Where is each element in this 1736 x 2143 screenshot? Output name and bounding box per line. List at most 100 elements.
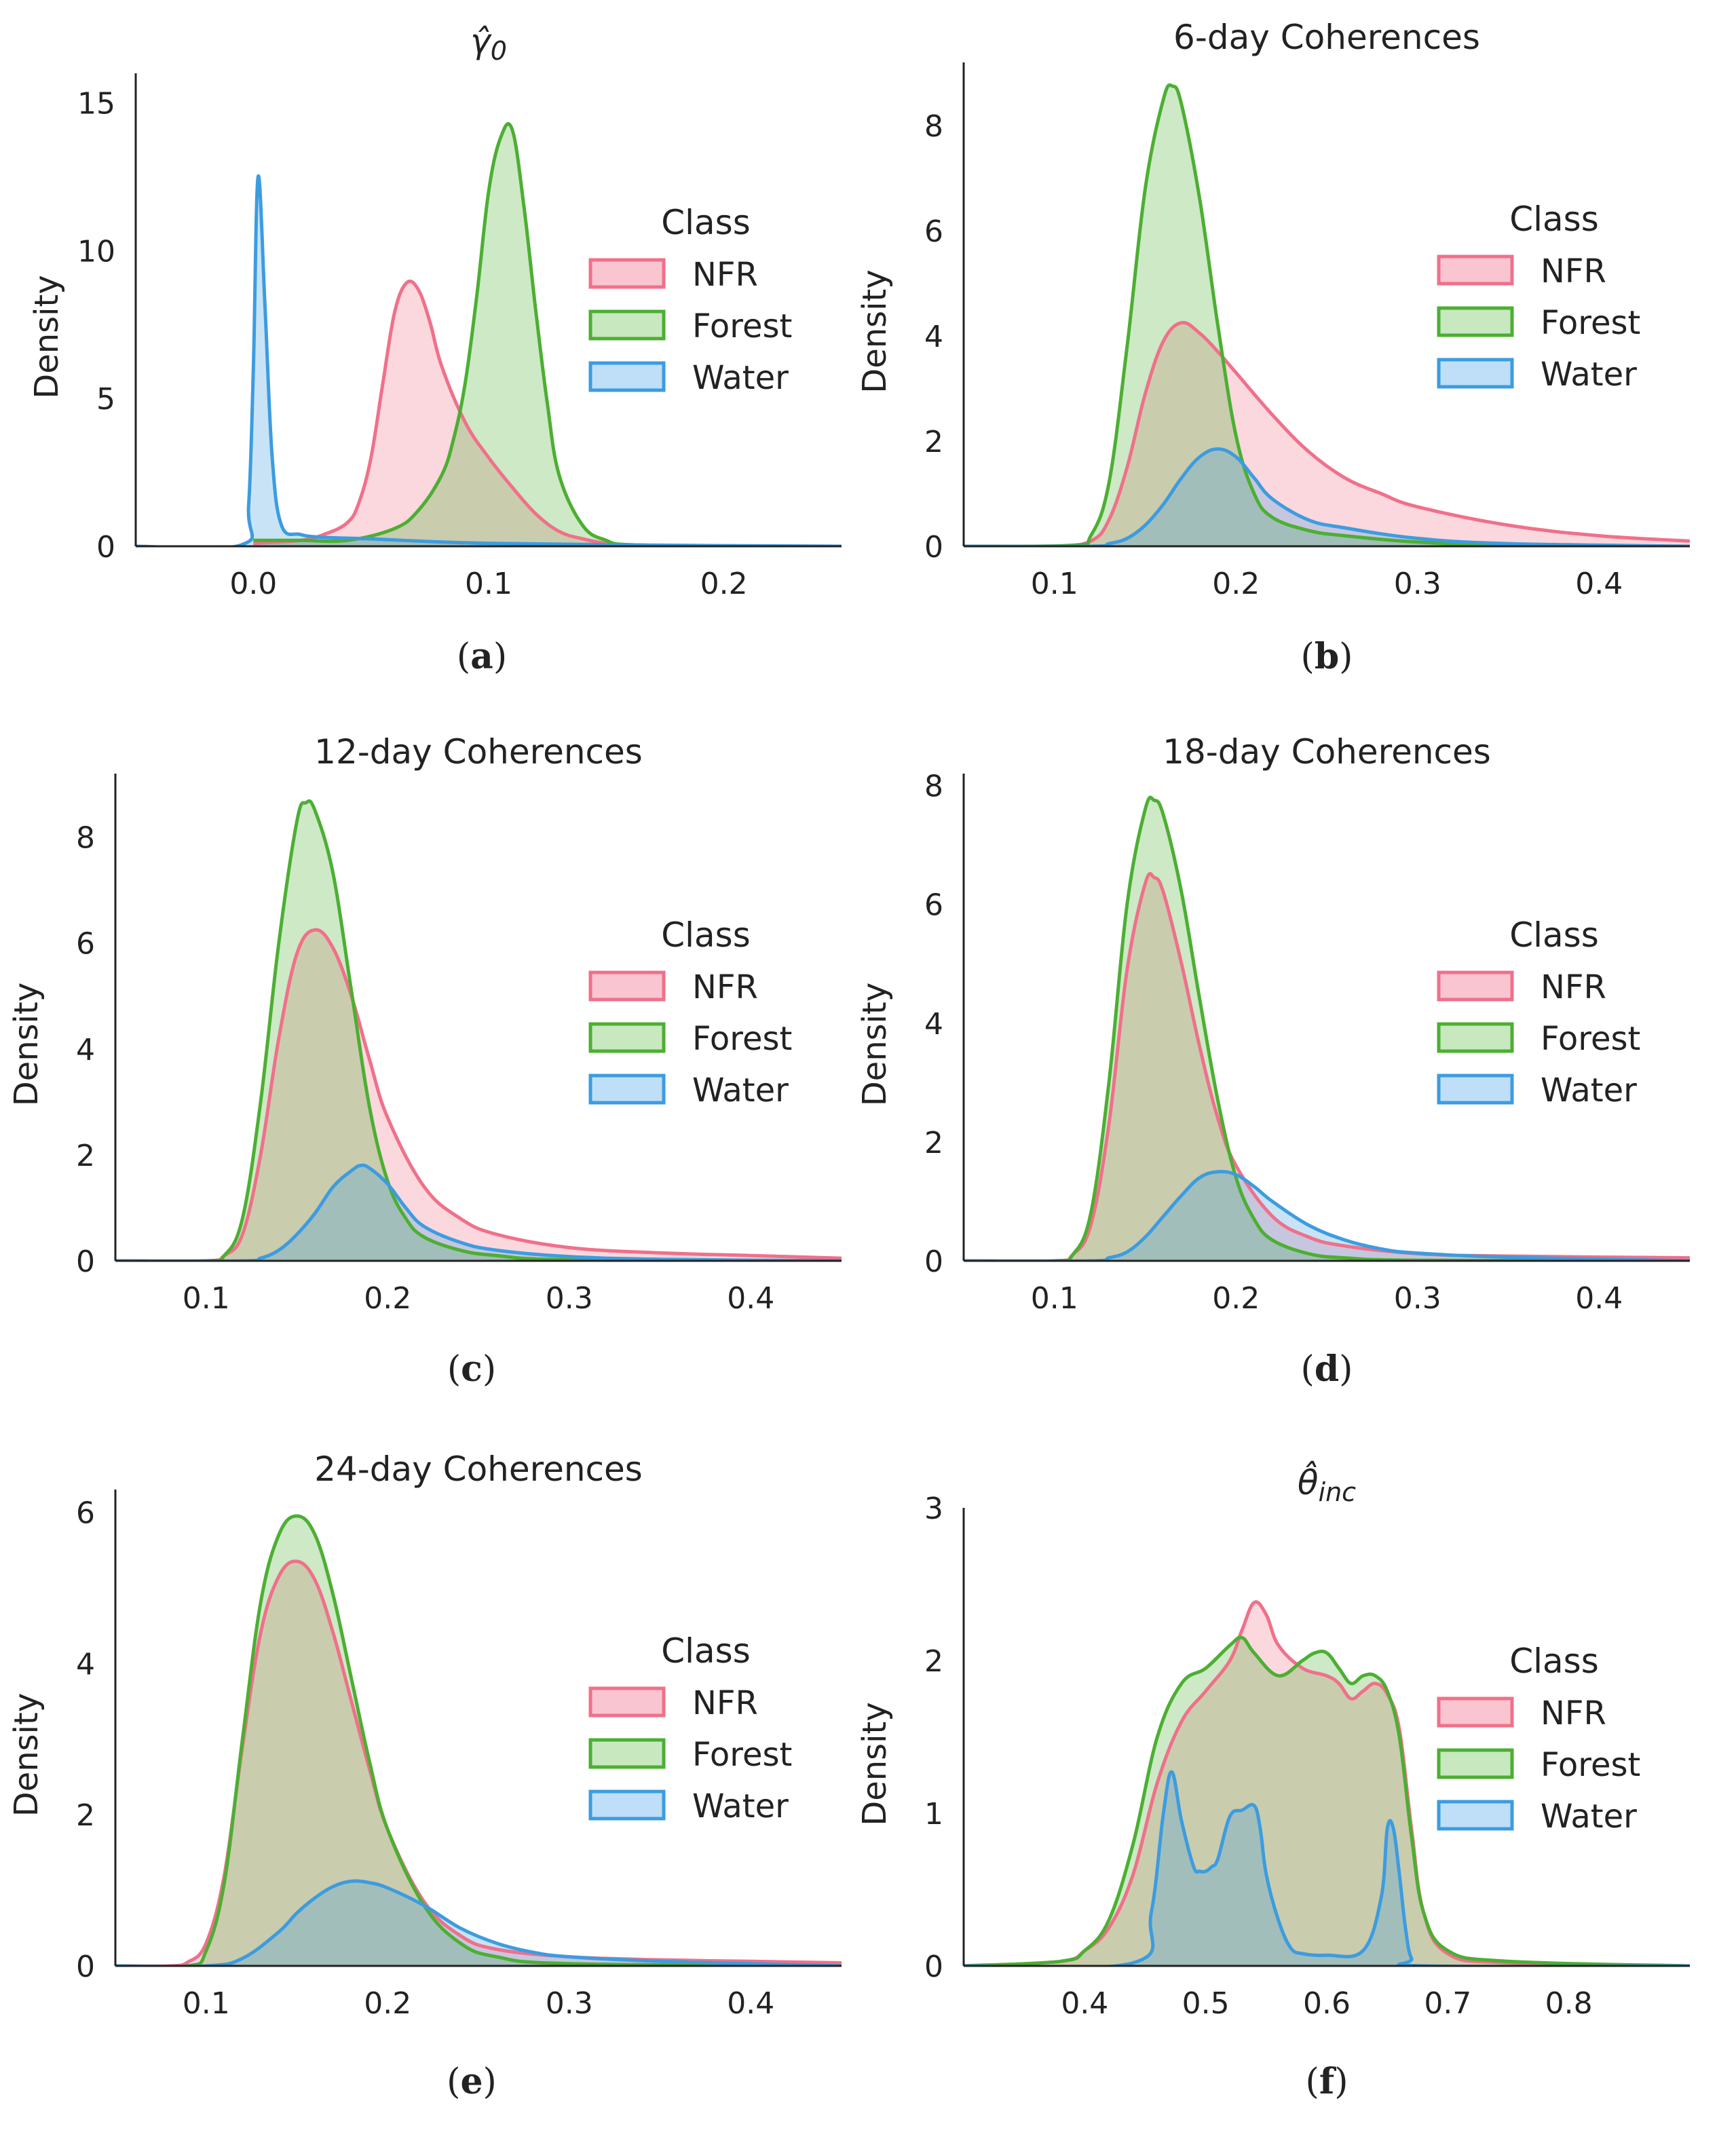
legend: Class NFR Forest Water (1437, 915, 1640, 1110)
plot-area (964, 1600, 1690, 1966)
y-tick-label: 6 (76, 1496, 95, 1530)
x-tick-label: 0.0 (229, 567, 277, 601)
y-tick-label: 6 (924, 214, 943, 249)
legend-label-nfr: NFR (1541, 252, 1606, 290)
line-water (964, 1770, 1690, 1966)
y-axis-label: Density (7, 983, 45, 1106)
line-water (964, 447, 1690, 546)
y-tick-label: 8 (924, 109, 943, 144)
area-water (964, 449, 1690, 546)
x-tick-label: 0.3 (1394, 567, 1441, 601)
area-water (964, 1171, 1690, 1261)
x-tick-label: 0.2 (1212, 1281, 1260, 1316)
legend-title: Class (1509, 200, 1599, 239)
legend-swatch-water (1437, 358, 1514, 389)
y-tick-label: 8 (76, 821, 95, 856)
area-nfr (253, 281, 842, 546)
y-tick-label: 10 (77, 234, 115, 269)
panel-caption: (a) (457, 636, 507, 677)
line-water (115, 1163, 842, 1261)
plot-area (964, 795, 1690, 1261)
x-tick-label: 0.3 (546, 1986, 593, 2021)
line-water (964, 1169, 1690, 1261)
legend-swatch-nfr (1437, 970, 1514, 1002)
legend-swatch-nfr (1437, 1696, 1514, 1728)
y-axis-label: Density (856, 1702, 894, 1825)
x-tick-label: 0.3 (546, 1281, 593, 1316)
x-tick-label: 0.7 (1424, 1986, 1471, 2021)
y-axis-label: Density (856, 983, 894, 1106)
panel-title: 6-day Coherences (1173, 18, 1480, 57)
x-tick-label: 0.4 (1061, 1986, 1108, 2021)
y-axis-label: Density (7, 1693, 45, 1817)
legend-title: Class (661, 915, 751, 955)
line-forest (964, 83, 1690, 546)
line-forest (964, 795, 1690, 1261)
legend-label-water: Water (1541, 1798, 1637, 1836)
panel-caption: (f) (1306, 2061, 1348, 2102)
legend-label-nfr: NFR (692, 968, 758, 1006)
legend-label-forest: Forest (1541, 1746, 1640, 1784)
y-tick-label: 2 (924, 1644, 943, 1679)
panel-title: 24-day Coherences (314, 1449, 643, 1489)
area-forest (115, 801, 842, 1261)
legend-swatch-nfr (1437, 254, 1514, 286)
legend: Class NFR Forest Water (588, 203, 792, 397)
line-forest (115, 1514, 842, 1966)
legend-label-forest: Forest (1541, 304, 1640, 342)
legend-title: Class (661, 1631, 751, 1671)
panel-title: 12-day Coherences (314, 732, 643, 772)
x-tick-label: 0.1 (1031, 567, 1078, 601)
panel-c: 0.1 0.2 0.3 0.4 0 2 4 6 8 Density 12-day Coherence… (7, 732, 842, 1390)
legend-label-nfr: NFR (692, 1684, 758, 1722)
y-tick-label: 2 (924, 1126, 943, 1160)
y-tick-label: 0 (924, 1950, 943, 1984)
area-water (115, 1165, 842, 1261)
panel-f: 0.4 0.5 0.6 0.7 0.8 0 1 2 3 Density θ̂inc Class NFR F… (856, 1461, 1690, 2102)
x-tick-label: 0.6 (1303, 1986, 1351, 2021)
legend-label-nfr: NFR (1541, 1694, 1606, 1732)
legend-title: Class (661, 203, 751, 242)
legend-swatch-forest (1437, 306, 1514, 337)
legend-swatch-nfr (588, 1686, 666, 1718)
legend-label-water: Water (1541, 356, 1637, 394)
panel-b: 0.1 0.2 0.3 0.4 0 2 4 6 8 Density 6-day Coherences… (856, 18, 1690, 677)
x-tick-label: 0.2 (1212, 567, 1260, 601)
legend-swatch-forest (588, 309, 666, 341)
y-tick-label: 4 (76, 1647, 95, 1682)
legend-title: Class (1509, 915, 1599, 955)
y-tick-label: 4 (924, 1007, 943, 1042)
x-tick-label: 0.2 (700, 567, 748, 601)
legend-swatch-water (1437, 1800, 1514, 1831)
legend-swatch-nfr (588, 258, 666, 289)
x-tick-label: 0.1 (1031, 1281, 1078, 1316)
x-tick-label: 0.4 (1575, 567, 1623, 601)
area-water (115, 1880, 842, 1966)
panel-title: θ̂inc (1298, 1461, 1356, 1507)
legend-label-forest: Forest (692, 1736, 792, 1774)
legend-label-water: Water (692, 1787, 789, 1825)
x-tick-label: 0.3 (1394, 1281, 1441, 1316)
panel-caption: (e) (447, 2061, 497, 2102)
line-forest (115, 799, 842, 1261)
y-tick-label: 2 (76, 1798, 95, 1833)
legend-swatch-water (588, 1074, 666, 1105)
y-tick-label: 0 (76, 1245, 95, 1279)
legend-swatch-nfr (588, 970, 666, 1002)
legend: Class NFR Forest Water (1437, 1642, 1640, 1836)
legend-label-forest: Forest (692, 307, 792, 345)
legend: Class NFR Forest Water (588, 1631, 792, 1825)
plot-area (136, 122, 842, 546)
y-tick-label: 2 (924, 425, 943, 459)
legend-label-nfr: NFR (1541, 968, 1606, 1006)
line-forest (253, 122, 842, 546)
area-nfr (964, 322, 1690, 546)
x-tick-label: 0.2 (364, 1281, 411, 1316)
plot-area (115, 1514, 842, 1966)
x-tick-label: 0.4 (727, 1986, 774, 2021)
y-tick-label: 1 (924, 1797, 943, 1832)
panel-caption: (c) (447, 1348, 496, 1390)
legend-title: Class (1509, 1642, 1599, 1681)
legend: Class NFR Forest Water (1437, 200, 1640, 394)
